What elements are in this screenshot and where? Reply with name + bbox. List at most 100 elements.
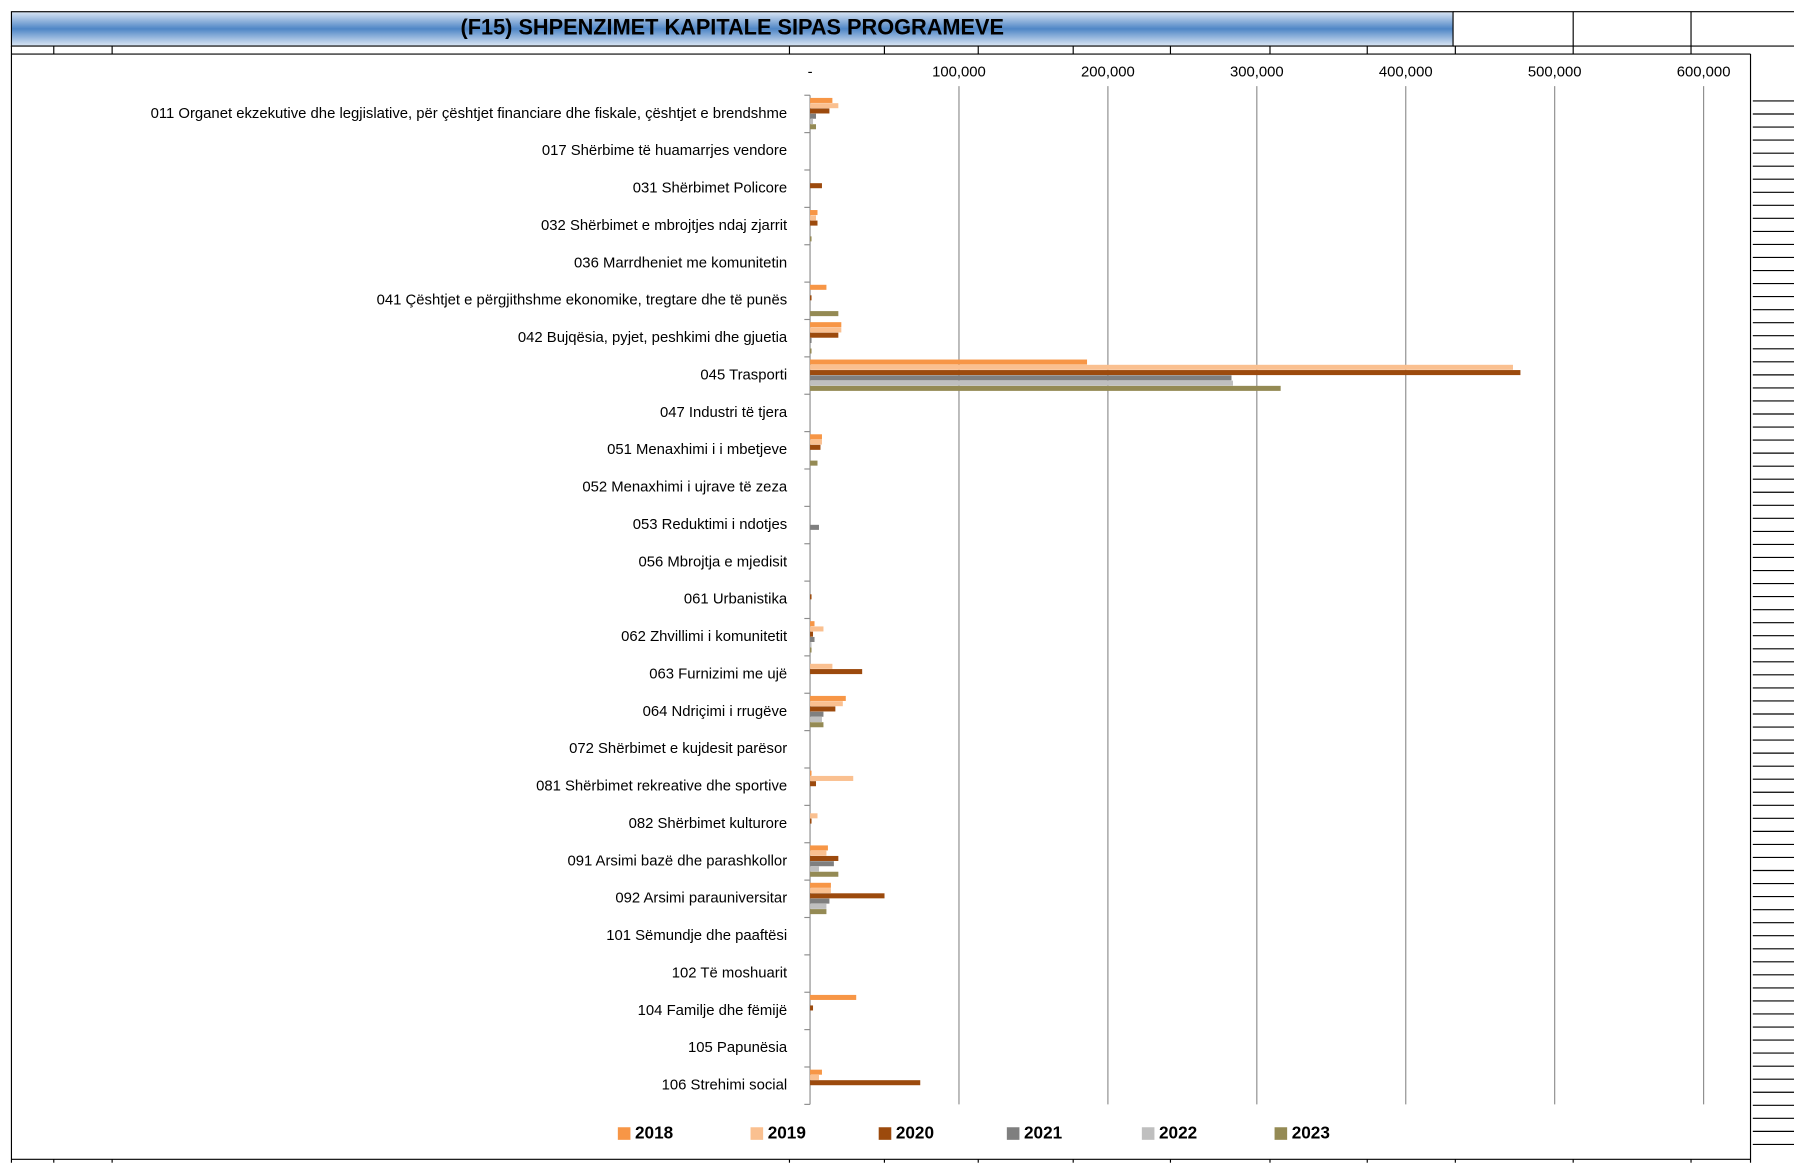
x-tick-label: 600,000	[1677, 64, 1731, 80]
y-tick-label: 102 Të moshuarit	[672, 965, 788, 981]
y-tick-label: 082 Shërbimet kulturore	[629, 816, 788, 832]
bar	[810, 845, 828, 851]
bar	[810, 642, 812, 648]
bar	[810, 118, 814, 124]
y-tick-label: 032 Shërbimet e mbrojtjes ndaj zjarrit	[541, 218, 788, 234]
bar	[810, 284, 827, 290]
y-tick-label: 047 Industri të tjera	[660, 405, 788, 421]
bar	[810, 113, 817, 119]
bar	[810, 124, 817, 130]
bar	[810, 669, 863, 675]
bar	[810, 210, 818, 216]
y-tick-label: 045 Trasporti	[700, 367, 787, 383]
y-tick-label: 031 Shërbimet Policore	[633, 181, 787, 197]
bar	[810, 1074, 819, 1080]
bar	[810, 861, 834, 867]
bar	[810, 636, 815, 642]
y-tick-label: 036 Marrdheniet me komunitetin	[574, 255, 787, 271]
bar	[810, 631, 814, 637]
legend-label: 2023	[1292, 1123, 1330, 1143]
bar	[810, 460, 818, 466]
y-tick-label: 092 Arsimi parauniversitar	[615, 891, 787, 907]
bar	[810, 1005, 814, 1011]
y-tick-label: 053 Reduktimi i ndotjes	[633, 517, 787, 533]
bar	[810, 716, 822, 722]
x-tick-label: 500,000	[1528, 64, 1582, 80]
bar	[810, 348, 812, 354]
bar	[810, 327, 842, 333]
bar	[810, 813, 818, 819]
bar	[810, 882, 831, 888]
bar	[810, 781, 817, 787]
bar	[810, 893, 885, 899]
bar	[810, 621, 815, 627]
bar	[810, 108, 830, 114]
y-tick-label: 063 Furnizimi me ujë	[649, 666, 787, 682]
y-tick-label: 042 Bujqësia, pyjet, peshkimi dhe gjueti…	[518, 330, 788, 346]
bar	[810, 359, 1088, 365]
bar	[810, 994, 857, 1000]
bar	[810, 103, 839, 109]
bar	[810, 220, 818, 226]
bar	[810, 722, 824, 728]
bar	[810, 594, 812, 600]
bar	[810, 444, 821, 450]
bar	[810, 375, 1232, 381]
legend-label: 2020	[896, 1123, 934, 1143]
legend-label: 2021	[1024, 1123, 1063, 1143]
x-tick-label: 400,000	[1379, 64, 1433, 80]
legend-label: 2022	[1159, 1123, 1197, 1143]
bar	[810, 626, 824, 632]
bar	[810, 322, 842, 328]
legend-swatch	[1274, 1127, 1288, 1140]
bar	[810, 909, 827, 915]
bar	[810, 706, 836, 712]
title-cell	[10, 11, 1454, 47]
bar	[810, 1080, 921, 1086]
y-tick-label: 052 Menaxhimi i ujrave të zeza	[582, 480, 788, 496]
bar	[810, 215, 817, 221]
y-tick-label: 104 Familje dhe fëmijë	[638, 1003, 788, 1019]
bar	[810, 855, 839, 861]
bar	[810, 711, 824, 717]
bar	[810, 663, 833, 669]
y-tick-label: 061 Urbanistika	[684, 592, 788, 608]
y-tick-label: 091 Arsimi bazë dhe parashkollor	[567, 853, 787, 869]
y-tick-label: 081 Shërbimet rekreative dhe sportive	[536, 779, 787, 795]
bar	[810, 701, 843, 707]
bar	[810, 695, 846, 701]
y-tick-label: 017 Shërbime të huamarrjes vendore	[542, 143, 787, 159]
y-tick-label: 062 Zhvillimi i komunitetit	[621, 629, 788, 645]
bar	[810, 364, 1513, 370]
bar	[810, 236, 812, 242]
y-tick-label: 101 Sëmundje dhe paaftësi	[606, 928, 787, 944]
legend-swatch	[1141, 1127, 1155, 1140]
legend-swatch	[750, 1127, 764, 1140]
bar	[810, 888, 831, 894]
legend-swatch	[1006, 1127, 1020, 1140]
legend-label: 2019	[768, 1123, 806, 1143]
x-tick-label: 200,000	[1081, 64, 1135, 80]
bar	[810, 818, 812, 824]
bar	[810, 775, 854, 781]
y-tick-label: 041 Çështjet e përgjithshme ekonomike, t…	[377, 293, 788, 309]
y-tick-label: 105 Papunësia	[688, 1040, 788, 1056]
x-tick-label: -	[808, 64, 813, 80]
bar	[810, 295, 812, 301]
bar	[810, 97, 833, 103]
bar	[810, 866, 819, 872]
y-tick-label: 056 Mbrojtja e mjedisit	[638, 554, 788, 570]
y-tick-label: 051 Menaxhimi i i mbetjeve	[607, 442, 787, 458]
cell-grid	[10, 11, 1794, 1163]
bar	[810, 385, 1281, 391]
x-tick-label: 300,000	[1230, 64, 1284, 80]
bar	[810, 850, 827, 856]
bar	[810, 380, 1234, 386]
bar	[810, 770, 812, 776]
bar	[810, 311, 839, 317]
y-tick-label: 106 Strehimi social	[662, 1078, 788, 1094]
bar	[810, 898, 830, 904]
bar	[810, 370, 1521, 376]
